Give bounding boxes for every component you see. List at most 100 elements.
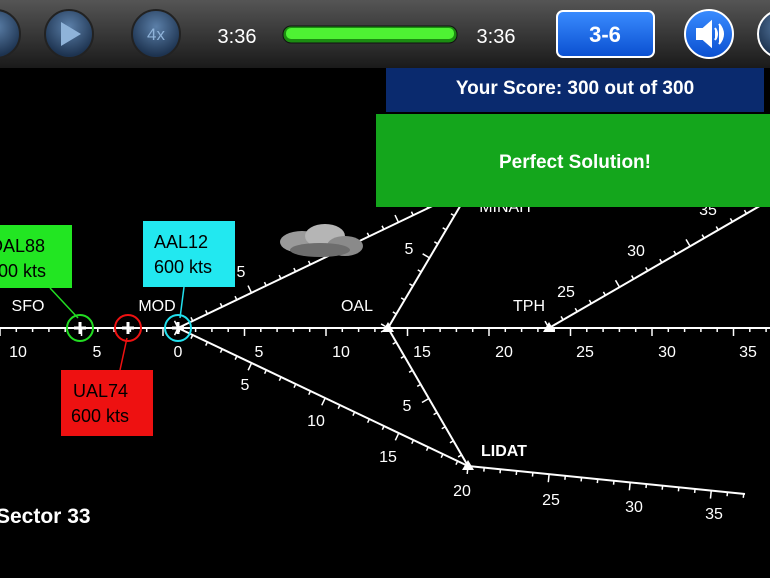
scale-label: 5 [93,344,102,361]
route-tick [416,383,422,388]
route-tick [408,369,413,373]
route-tick [449,440,454,444]
fix-marker [382,322,394,332]
sound-icon [696,19,724,49]
aircraft-icon[interactable] [66,314,94,342]
level-button[interactable] [556,10,655,58]
route-tick [743,209,748,215]
score-banner [386,62,764,112]
route-tick [366,232,370,237]
route-tick [709,490,713,499]
route-tick [602,291,607,296]
route-tick [337,404,341,409]
route-tick [205,341,209,346]
progress-fill [286,28,454,39]
scale-label: 30 [658,344,676,361]
fix-label: MOD [138,298,175,315]
route-tick [308,390,312,395]
route-tick [630,275,635,280]
time-left: 3:36 [218,26,257,48]
sector-label: Sector 33 [0,505,91,528]
scale-label: 30 [625,499,643,516]
aircraft-speed: 600 kts [0,261,46,281]
scale-label: 15 [413,344,431,361]
scale-label: 25 [576,344,594,361]
route-tick [366,418,371,423]
route-tick [381,425,385,430]
scale-label: 35 [739,344,757,361]
route-tick [645,266,649,272]
route-tick [400,297,405,301]
route-tick [278,274,282,279]
route-tick [442,227,447,231]
aircraft-speed: 600 kts [71,406,129,426]
route-tick [729,217,734,223]
route-tick [400,355,405,359]
route-tick [628,482,631,491]
callsign: UAL74 [73,381,128,401]
fix-marker [543,322,555,332]
result-text: Perfect Solution! [499,152,651,173]
route-tick [410,211,414,216]
fix-label: SFO [12,298,45,315]
aircraft-icon[interactable] [114,314,142,342]
route-tick [417,269,422,273]
route-tick [352,411,356,416]
time-right: 3:36 [477,26,516,48]
route-tick [394,432,400,441]
level-label: 3-6 [589,22,621,47]
route-tick [219,302,223,308]
scale-label: 10 [307,413,325,430]
leader-line [179,286,185,319]
aircraft-icon[interactable] [164,314,192,342]
route-line [387,327,469,467]
settings-button[interactable] [757,10,770,58]
callsign: DAL88 [0,236,45,256]
route-tick [247,285,253,294]
score-text: Your Score: 300 out of 300 [456,78,694,99]
route-tick [673,250,677,255]
scale-label: 5 [241,377,250,394]
scale-label: 25 [557,284,575,301]
aircraft-speed: 600 kts [154,257,212,277]
route-tick [614,279,621,288]
fix-marker [462,460,474,470]
aircraft-tag[interactable] [0,225,72,288]
scale-label: 5 [255,344,264,361]
route-tick [411,439,415,444]
leader-line [49,287,79,319]
route-tick [715,226,719,231]
scale-label: 5 [405,241,414,258]
speed-label: 4x [147,25,165,44]
speed-button[interactable] [131,9,181,59]
scale-label: 35 [705,506,723,523]
aircraft-tag[interactable] [61,370,153,436]
route-tick [307,260,311,265]
route-tick [421,397,430,404]
route-tick [433,411,438,416]
route-tick [381,225,385,230]
route-tick [278,376,282,381]
route-tick [190,334,194,339]
route-tick [190,317,194,322]
route-line [467,465,746,495]
scale-label: 20 [453,483,471,500]
route-tick [263,369,267,374]
scale-label: 10 [9,344,27,361]
route-tick [321,397,326,406]
aircraft-tag[interactable] [143,221,235,287]
route-tick [659,258,663,264]
route-tick [701,234,705,239]
scale-label: 25 [542,492,560,509]
route-tick [450,213,455,217]
route-line [387,202,463,329]
route-tick [685,239,691,247]
route-tick [263,281,267,287]
route-tick [247,362,253,371]
fix-label: TPH [513,298,545,315]
menu-button[interactable] [0,9,21,59]
route-tick [392,311,397,315]
weather-cloud [280,224,363,257]
route-tick [425,446,429,452]
